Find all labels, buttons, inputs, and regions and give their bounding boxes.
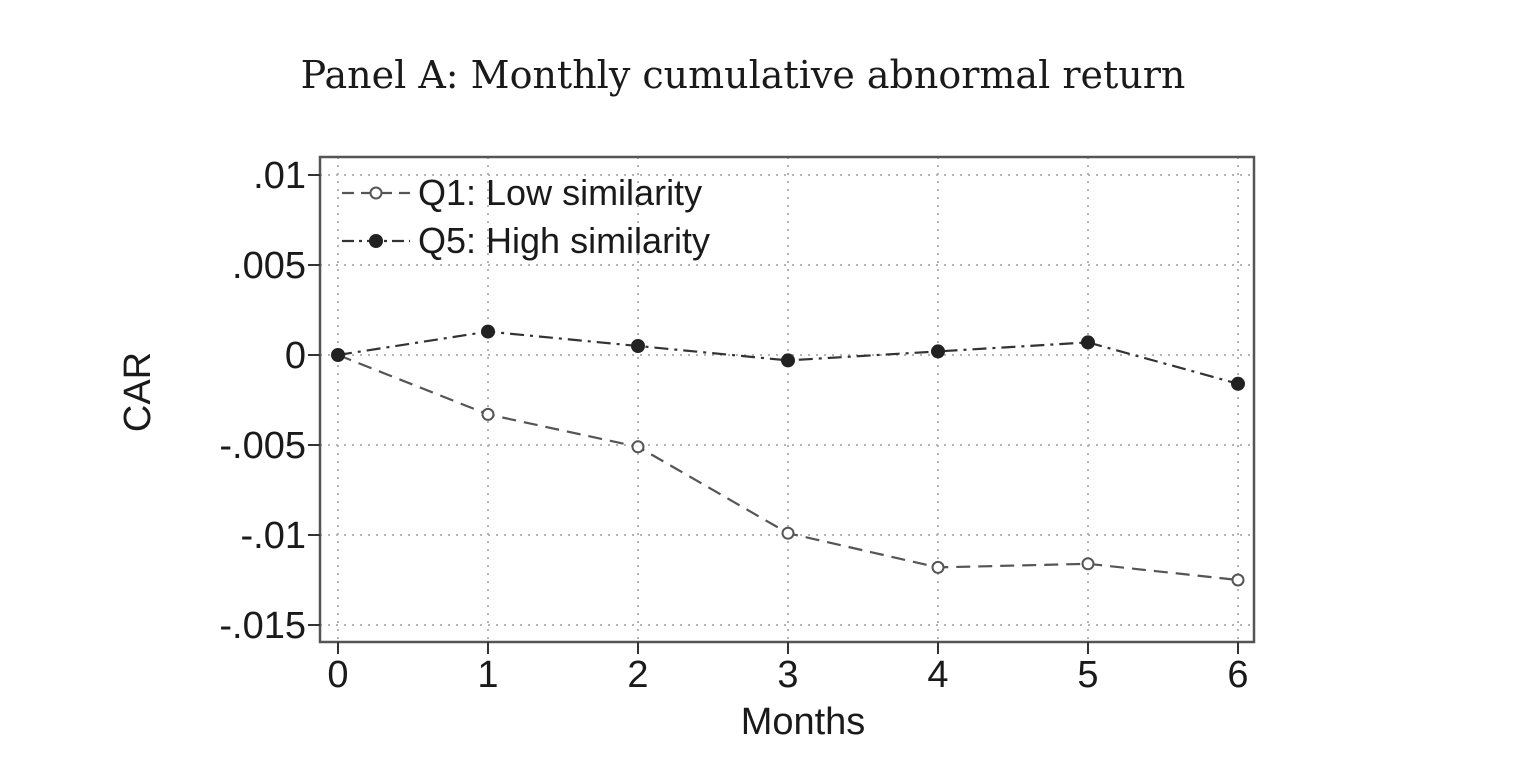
y-tick-label: -.015 (219, 605, 306, 647)
x-tick-label: 0 (327, 654, 348, 696)
data-point-q1 (931, 560, 945, 574)
data-point-q5 (331, 348, 345, 362)
y-axis-label: CAR (117, 352, 159, 432)
data-point-q1 (631, 440, 645, 454)
data-point-q1 (781, 526, 795, 540)
x-axis-label: Months (741, 701, 866, 743)
legend-item-q5: Q5: High similarity (342, 220, 710, 261)
legend-marker-q5 (369, 234, 383, 248)
x-tick-label: 4 (927, 654, 948, 696)
series-layer (331, 324, 1245, 587)
y-tick-label: 0 (285, 335, 306, 377)
x-axis: 0 1 2 3 4 5 6 (327, 642, 1249, 696)
x-tick-label: 1 (477, 654, 498, 696)
legend-label-q1: Q1: Low similarity (418, 172, 702, 213)
data-point-q5 (631, 339, 645, 353)
data-point-q5 (931, 344, 945, 359)
data-point-q5 (1231, 376, 1245, 391)
series-line-q1 (337, 353, 1239, 582)
data-point-q5 (481, 324, 495, 339)
legend-marker-q1 (369, 186, 383, 200)
x-tick-label: 5 (1077, 654, 1098, 696)
legend: Q1: Low similarity Q5: High similarity (342, 172, 710, 261)
data-point-q1 (1081, 557, 1095, 571)
y-tick-label: .01 (253, 155, 306, 197)
data-point-q1 (481, 407, 495, 421)
y-tick-label: -.005 (219, 425, 306, 467)
grid (320, 157, 1254, 642)
legend-item-q1: Q1: Low similarity (342, 172, 702, 213)
chart-title: Panel A: Monthly cumulative abnormal ret… (301, 53, 1186, 97)
x-tick-label: 6 (1227, 654, 1248, 696)
y-axis: .01 .005 0 -.005 -.01 -.015 (219, 155, 320, 647)
x-tick-label: 3 (777, 654, 798, 696)
x-tick-label: 2 (627, 654, 648, 696)
y-tick-label: .005 (232, 245, 306, 287)
data-point-q5 (1081, 335, 1095, 350)
data-point-q1 (1231, 573, 1245, 587)
data-point-q5 (781, 353, 795, 368)
legend-label-q5: Q5: High similarity (418, 220, 710, 261)
y-tick-label: -.01 (241, 515, 306, 557)
